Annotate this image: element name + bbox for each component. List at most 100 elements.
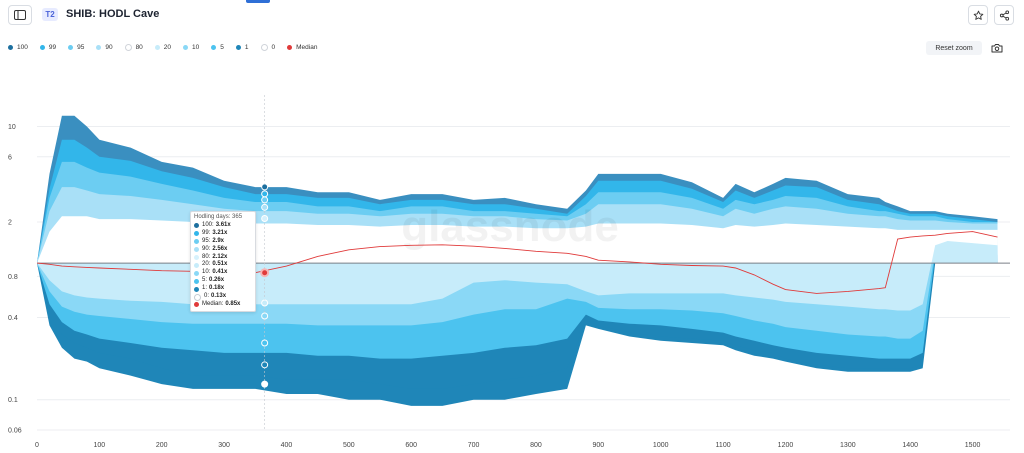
x-tick-label: 1500	[965, 442, 981, 449]
tooltip-value: 0.51x	[212, 261, 228, 268]
tooltip-row: 100: 3.61x	[194, 222, 252, 230]
x-tick-label: 1300	[840, 442, 856, 449]
tooltip-dot	[194, 254, 199, 260]
y-tick-label: 2	[8, 219, 12, 226]
x-tick-label: 300	[218, 442, 230, 449]
tooltip-value: 2.9x	[212, 237, 225, 244]
legend-item-median[interactable]: Median	[287, 44, 317, 51]
tooltip-label: 5:	[202, 277, 208, 284]
sidebar-toggle-icon	[14, 10, 26, 20]
tooltip-dot	[194, 239, 199, 245]
tooltip-value: 0.13x	[211, 293, 227, 300]
x-tick-label: 800	[530, 442, 542, 449]
legend-item-99[interactable]: 99	[39, 43, 57, 51]
y-tick-label: 10	[8, 124, 16, 131]
y-tick-label: 0.4	[8, 315, 18, 322]
hover-marker	[261, 380, 269, 388]
legend-item-0[interactable]: 0	[260, 43, 276, 51]
legend-item-1[interactable]: 1	[235, 43, 249, 51]
chart-legend: 100 99 95 90 80 20 10 5 1 0 Median	[8, 42, 329, 52]
legend-label: Median	[296, 43, 318, 51]
tooltip-label: 99:	[202, 229, 211, 236]
tooltip-value: 0.85x	[225, 300, 241, 307]
x-tick-label: 1100	[716, 442, 731, 449]
tooltip-row: 20: 0.51x	[194, 261, 252, 269]
tooltip-row: 95: 2.9x	[194, 238, 252, 246]
tooltip-dot	[194, 247, 199, 253]
reset-zoom-button[interactable]: Reset zoom	[926, 41, 982, 55]
legend-dot	[68, 44, 74, 50]
legend-item-100[interactable]: 100	[8, 44, 28, 51]
x-tick-label: 1200	[778, 442, 794, 449]
tooltip-dot	[194, 286, 199, 292]
tooltip-label: 0:	[204, 293, 210, 300]
tooltip-label: 20:	[202, 261, 211, 268]
share-button[interactable]	[994, 5, 1014, 25]
band-80	[37, 216, 998, 264]
page-title: SHIB: HODL Cave	[66, 8, 160, 20]
x-tick-label: 200	[156, 442, 168, 449]
hover-marker	[261, 339, 269, 347]
hover-marker	[261, 215, 269, 223]
chart-tooltip: Hodling days: 365 100: 3.61x 99: 3.21x 95: 2.…	[190, 211, 256, 312]
legend-label: 80	[135, 43, 143, 51]
hodl-cave-chart[interactable]: 10 6 2 0.8 0.4 0.1 0.06 glassnode 0 100 200 300 400 5…	[0, 60, 1024, 453]
hover-marker	[261, 183, 269, 191]
tooltip-dot	[194, 231, 199, 237]
x-tick-label: 700	[468, 442, 480, 449]
median-line	[36, 231, 998, 294]
legend-dot	[260, 43, 268, 51]
tooltip-label: 90:	[202, 245, 211, 252]
hover-marker	[261, 196, 269, 204]
tooltip-dot	[194, 278, 199, 284]
legend-item-20[interactable]: 20	[154, 43, 172, 51]
tooltip-value: 3.21x	[212, 229, 228, 236]
watermark-text: glassnode	[401, 202, 619, 251]
tooltip-rows: 100: 3.61x 99: 3.21x 95: 2.9x 90: 2.56x 80: 2.12x…	[194, 222, 252, 309]
tooltip-label: Median:	[202, 300, 224, 307]
legend-item-95[interactable]: 95	[68, 44, 84, 51]
legend-dot	[211, 44, 217, 50]
tooltip-value: 2.56x	[212, 245, 228, 252]
y-tick-label: 0.8	[8, 274, 18, 281]
x-tick-label: 400	[281, 442, 293, 449]
hover-marker	[261, 312, 269, 320]
legend-label: 1	[244, 43, 249, 51]
legend-dot	[96, 44, 102, 50]
legend-dot	[8, 44, 13, 50]
hover-marker	[260, 268, 270, 278]
tooltip-row: 0: 0.13x	[194, 293, 252, 301]
tooltip-header: Hodling days: 365	[194, 214, 243, 220]
hover-marker	[261, 190, 269, 198]
x-tick-label: 0	[35, 442, 39, 449]
tooltip-value: 3.61x	[215, 221, 231, 228]
legend-item-90[interactable]: 90	[96, 43, 113, 51]
legend-label: 20	[163, 43, 172, 51]
favorite-button[interactable]	[968, 5, 988, 25]
band-20	[37, 241, 998, 311]
legend-item-80[interactable]: 80	[124, 43, 143, 51]
tooltip-row: Median: 0.85x	[194, 301, 252, 309]
legend-item-5[interactable]: 5	[211, 44, 224, 51]
legend-label: 99	[48, 43, 57, 51]
tooltip-label: 100:	[202, 221, 214, 228]
camera-icon[interactable]	[991, 43, 1003, 53]
tier-badge: T2	[42, 8, 58, 21]
legend-label: 100	[17, 43, 28, 51]
x-tick-label: 1000	[653, 442, 669, 449]
y-tick-label: 0.1	[8, 397, 18, 404]
legend-dot	[154, 44, 160, 50]
top-bar: T2 SHIB: HODL Cave	[0, 0, 1024, 30]
legend-item-10[interactable]: 10	[183, 44, 199, 51]
tooltip-row: 5: 0.26x	[194, 277, 252, 285]
tooltip-label: 80:	[202, 253, 211, 260]
legend-label: 95	[77, 43, 85, 51]
sidebar-toggle-button[interactable]	[8, 5, 32, 25]
tooltip-row: 1: 0.18x	[194, 285, 252, 293]
y-tick-label: 6	[8, 154, 12, 161]
legend-label: 90	[105, 43, 113, 51]
legend-label: 0	[271, 43, 276, 51]
tooltip-row: 10: 0.41x	[194, 269, 252, 277]
x-tick-label: 600	[405, 442, 417, 449]
tooltip-dot	[194, 302, 199, 308]
